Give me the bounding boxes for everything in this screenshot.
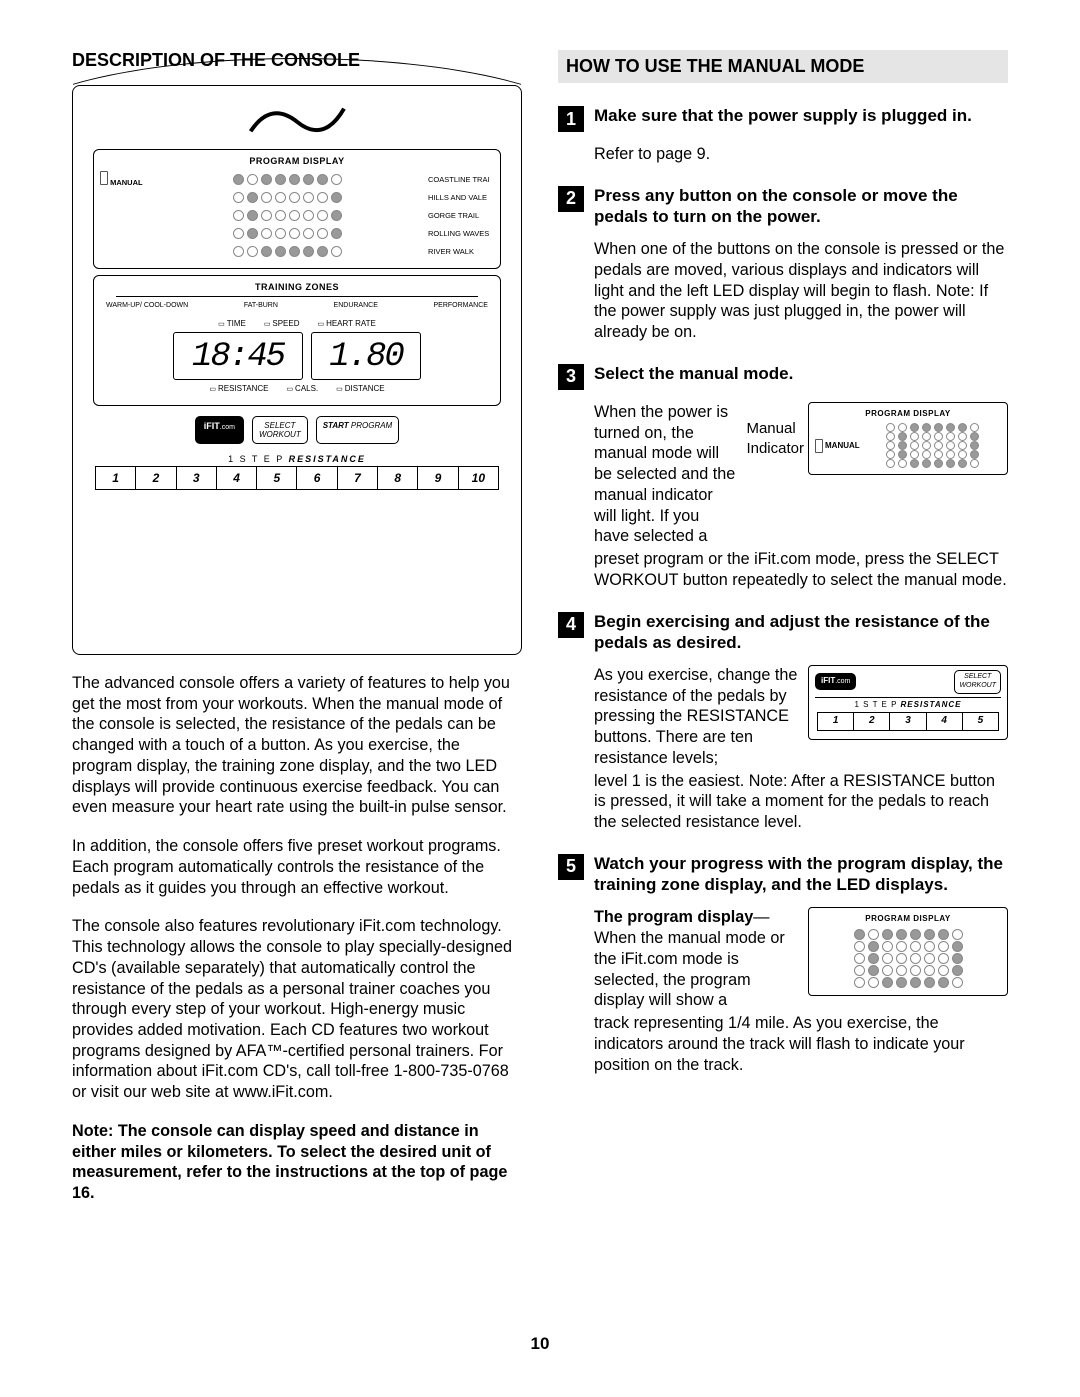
right-title: HOW TO USE THE MANUAL MODE <box>558 50 1008 83</box>
step-3-wrap-text: When the power is turned on, the manual … <box>594 402 736 547</box>
mini-resistance-buttons: 12345 <box>817 712 999 731</box>
resistance-buttons: 12345678910 <box>95 466 499 490</box>
step-number: 2 <box>558 186 584 212</box>
led-displays: 18:45 1.80 <box>100 332 494 380</box>
step-5: 5 Watch your progress with the program d… <box>558 853 1008 896</box>
right-column: HOW TO USE THE MANUAL MODE 1 Make sure t… <box>558 50 1008 1330</box>
start-program-button: START PROGRAM <box>316 416 400 444</box>
page-columns: DESCRIPTION OF THE CONSOLE PROGRAM DISPL… <box>72 50 1008 1330</box>
training-zones-panel: TRAINING ZONES WARM-UP/ COOL-DOWNFAT-BUR… <box>93 275 501 406</box>
manual-indicator-annot: Manual Indicator <box>746 402 804 475</box>
mini-ifit: iFIT.com <box>815 673 856 690</box>
step-4-body: As you exercise, change the resistance o… <box>594 665 1008 833</box>
left-title: DESCRIPTION OF THE CONSOLE <box>72 50 522 71</box>
left-column: DESCRIPTION OF THE CONSOLE PROGRAM DISPL… <box>72 50 522 1330</box>
mini-program-display: PROGRAM DISPLAY MANUAL <box>808 402 1008 475</box>
step-3-body: When the power is turned on, the manual … <box>594 402 1008 591</box>
step-number: 3 <box>558 364 584 390</box>
step-number: 5 <box>558 854 584 880</box>
step-head: Begin exercising and adjust the resistan… <box>594 611 1008 654</box>
led-left: 18:45 <box>173 332 303 380</box>
step-head: Watch your progress with the program dis… <box>594 853 1008 896</box>
metric-row-top: TIMESPEEDHEART RATE <box>100 319 494 328</box>
step-4: 4 Begin exercising and adjust the resist… <box>558 611 1008 654</box>
metric-row-bottom: RESISTANCECALS.DISTANCE <box>100 384 494 393</box>
step-5-wrap-text: The program display—When the manual mode… <box>594 907 798 1011</box>
step-4-wrap-text: As you exercise, change the resistance o… <box>594 665 798 769</box>
left-para-1: The advanced console offers a variety of… <box>72 673 522 818</box>
step-number: 1 <box>558 106 584 132</box>
led-right: 1.80 <box>311 332 421 380</box>
step-3: 3 Select the manual mode. <box>558 363 1008 390</box>
step-1-body: Refer to page 9. <box>594 144 1008 165</box>
mini-program-display-5: PROGRAM DISPLAY <box>808 907 1008 995</box>
step-head: Press any button on the console or move … <box>594 185 1008 228</box>
step-3-after: preset program or the iFit.com mode, pre… <box>594 549 1008 590</box>
step-5-after: track representing 1/4 mile. As you exer… <box>594 1013 1008 1075</box>
console-buttons: iFIT.com SELECT WORKOUT START PROGRAM <box>93 416 501 444</box>
step-2-body: When one of the buttons on the console i… <box>594 239 1008 343</box>
mini-resistance-display: iFIT.com SELECT WORKOUT 1 S T E P RESIST… <box>808 665 1008 740</box>
step-head: Make sure that the power supply is plugg… <box>594 105 972 132</box>
training-zones-label: TRAINING ZONES <box>100 282 494 292</box>
step-2: 2 Press any button on the console or mov… <box>558 185 1008 228</box>
ifit-button: iFIT.com <box>195 416 244 444</box>
program-display-label: PROGRAM DISPLAY <box>100 156 494 166</box>
left-para-2: In addition, the console offers five pre… <box>72 836 522 898</box>
step-5-body: The program display—When the manual mode… <box>594 907 1008 1075</box>
left-para-3: The console also features revolutionary … <box>72 916 522 1103</box>
step-number: 4 <box>558 612 584 638</box>
training-zone-labels: WARM-UP/ COOL-DOWNFAT-BURNENDURANCEPERFO… <box>106 302 488 309</box>
mini-select-workout: SELECT WORKOUT <box>954 670 1001 694</box>
logo <box>73 98 521 143</box>
program-display-panel: PROGRAM DISPLAY MANUALCOASTLINE TRAIHILL… <box>93 149 501 269</box>
console-diagram: PROGRAM DISPLAY MANUALCOASTLINE TRAIHILL… <box>72 85 522 655</box>
step-4-after: level 1 is the easiest. Note: After a RE… <box>594 771 1008 833</box>
resistance-label: 1 S T E P RESISTANCE <box>73 454 521 464</box>
select-workout-button: SELECT WORKOUT <box>252 416 308 444</box>
step-head: Select the manual mode. <box>594 363 793 390</box>
step-1: 1 Make sure that the power supply is plu… <box>558 105 1008 132</box>
left-note: Note: The console can display speed and … <box>72 1121 522 1204</box>
page-number: 10 <box>72 1334 1008 1354</box>
